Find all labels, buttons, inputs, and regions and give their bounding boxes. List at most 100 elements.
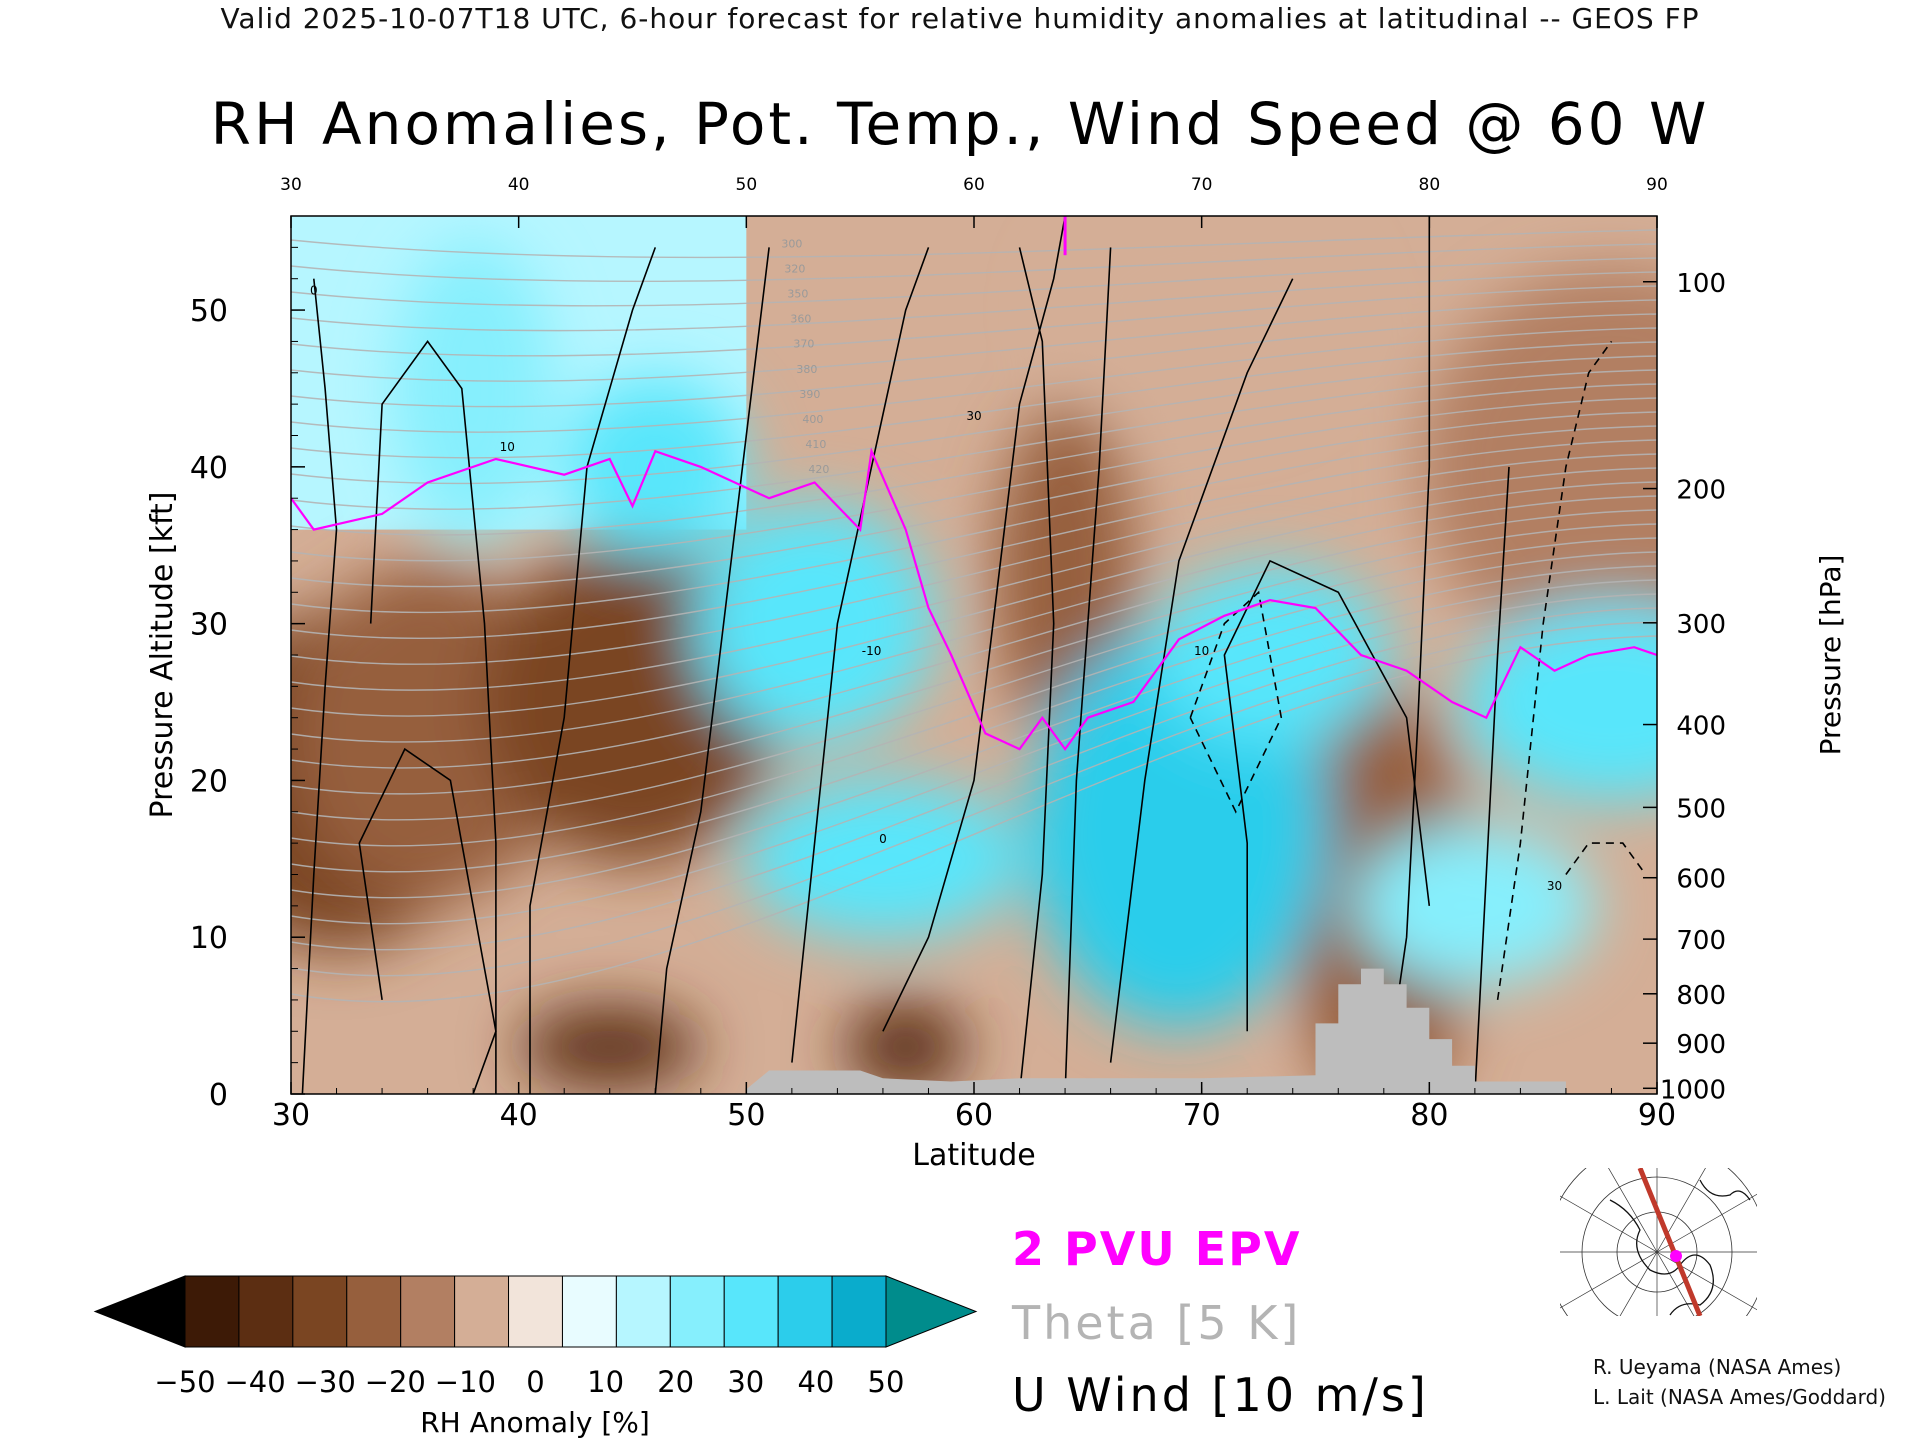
u-wind-contour-line — [882, 216, 1066, 1032]
rh-anomaly-cell — [1421, 266, 1657, 667]
theta-contour-line — [291, 635, 1657, 1003]
theta-contour-line — [291, 509, 1657, 769]
y-tick-label: 20 — [190, 764, 228, 799]
pressure-tick-label: 500 — [1676, 794, 1726, 824]
theta-contour-label: 360 — [790, 313, 811, 326]
inset-meridian — [1656, 1193, 1757, 1253]
legend-epv: 2 PVU EPV — [1012, 1222, 1302, 1276]
x-tick-label: 90 — [1638, 1098, 1676, 1133]
rh-anomaly-cell — [1051, 216, 1352, 421]
topography — [746, 968, 1566, 1094]
pressure-tick-label: 700 — [1676, 926, 1726, 956]
y-tick-label: 30 — [190, 608, 228, 643]
colorbar-swatch — [292, 1275, 348, 1348]
u-wind-contour-label: -10 — [862, 644, 882, 658]
theta-contour-line — [291, 481, 1657, 717]
u-wind-contour-label: 30 — [966, 409, 981, 423]
colorbar-swatch — [400, 1275, 456, 1348]
theta-contour-line — [291, 257, 1657, 307]
colorbar-swatch — [723, 1275, 779, 1348]
x-tick-label: 70 — [1183, 1098, 1221, 1133]
theta-contour-label: 370 — [793, 338, 814, 351]
colorbar-low-extension — [93, 1275, 186, 1348]
y-axis-label: Pressure Altitude [kft] — [145, 492, 180, 819]
theta-contour-line — [291, 495, 1657, 743]
locator-map — [1560, 1168, 1757, 1316]
pressure-tick-label: 1000 — [1660, 1075, 1726, 1105]
u-wind-contour-line — [1018, 247, 1055, 1094]
rh-anomaly-cell — [845, 1001, 966, 1092]
theta-contour-line — [291, 565, 1657, 873]
theta-contour-line — [291, 467, 1657, 691]
u-wind-contour-line — [654, 247, 770, 1094]
theta-contour-line — [291, 341, 1657, 459]
colorbar-swatch — [777, 1275, 833, 1348]
credits: R. Ueyama (NASA Ames) L. Lait (NASA Ames… — [1593, 1352, 1886, 1412]
legend-uwind: U Wind [10 m/s] — [1012, 1368, 1429, 1422]
u-wind-contour-line — [529, 247, 657, 1094]
credit-line-1: R. Ueyama (NASA Ames) — [1593, 1355, 1842, 1379]
epv-2pvu-line — [291, 447, 1657, 751]
theta-contour-line — [291, 369, 1657, 510]
inset-frame — [1560, 1168, 1757, 1316]
theta-contour-line — [291, 271, 1657, 332]
colorbar-tick-label: 20 — [657, 1365, 694, 1399]
u-wind-contour-label: 10 — [500, 440, 515, 454]
u-wind-negative-contour — [1496, 340, 1613, 1001]
u-wind-contour-label: 30 — [1547, 879, 1562, 893]
theta-contour-line — [291, 453, 1657, 665]
theta-contour-label: 320 — [784, 262, 805, 275]
colorbar-tick-label: −30 — [295, 1365, 356, 1399]
x-axis-label: Latitude — [912, 1138, 1035, 1173]
legend-theta: Theta [5 K] — [1012, 1296, 1302, 1350]
theta-contour-label: 410 — [805, 438, 826, 451]
u-wind-negative-contour — [1189, 590, 1283, 814]
theta-contour-label: 420 — [808, 463, 829, 476]
colorbar-tick-label: −10 — [435, 1365, 496, 1399]
colorbar-tick-label: −20 — [365, 1365, 426, 1399]
u-wind-contour-line — [1474, 466, 1510, 1094]
colorbar-tick-label: 50 — [868, 1365, 905, 1399]
theta-contour-label: 400 — [802, 413, 823, 426]
colorbar-tick-label: −50 — [154, 1365, 215, 1399]
x-tick-label: 60 — [955, 1098, 993, 1133]
terrain-profile — [746, 968, 1566, 1094]
theta-contour-line — [291, 299, 1657, 382]
u-wind-contour-line — [1223, 559, 1431, 1032]
colorbar-swatch — [615, 1275, 671, 1348]
x-top-tick-label: 50 — [736, 175, 758, 195]
theta-contour-line — [291, 523, 1657, 795]
x-top-tick-label: 90 — [1646, 175, 1668, 195]
theta-contour-line — [291, 355, 1657, 485]
theta-contour-line — [291, 229, 1657, 259]
colorbar-label: RH Anomaly [%] — [420, 1406, 650, 1439]
u-wind-contour-label: 0 — [310, 283, 318, 297]
inset-section-line — [1637, 1168, 1703, 1316]
y-tick-label: 40 — [190, 451, 228, 486]
pressure-tick-label: 900 — [1676, 1030, 1726, 1060]
colorbar-tick-label: 0 — [526, 1365, 544, 1399]
theta-contour-line — [291, 285, 1657, 357]
theta-contour-line — [291, 327, 1657, 433]
x-tick-label: 30 — [272, 1098, 310, 1133]
colorbar-swatch — [669, 1275, 725, 1348]
theta-contour-line — [291, 537, 1657, 821]
y-tick-label: 10 — [190, 921, 228, 956]
y-tick-label: 50 — [190, 294, 228, 329]
theta-contour-label: 350 — [787, 288, 808, 301]
colorbar-swatch — [454, 1275, 510, 1348]
rh-anomaly-cell — [1354, 825, 1595, 986]
colorbar-swatch — [184, 1275, 240, 1348]
u-wind-contour-line — [791, 247, 930, 1063]
pressure-tick-label: 800 — [1676, 981, 1726, 1011]
u-wind-contour-line — [301, 278, 338, 1094]
inset-meridian — [1560, 1195, 1658, 1253]
theta-contour-line — [291, 593, 1657, 925]
inset-meridian — [1656, 1251, 1695, 1316]
x-tick-label: 80 — [1410, 1098, 1448, 1133]
colorbar-tick-label: 30 — [727, 1365, 764, 1399]
u-wind-contour-line — [1109, 278, 1294, 1063]
pressure-tick-label: 300 — [1676, 610, 1726, 640]
colorbar-swatch — [238, 1275, 294, 1348]
